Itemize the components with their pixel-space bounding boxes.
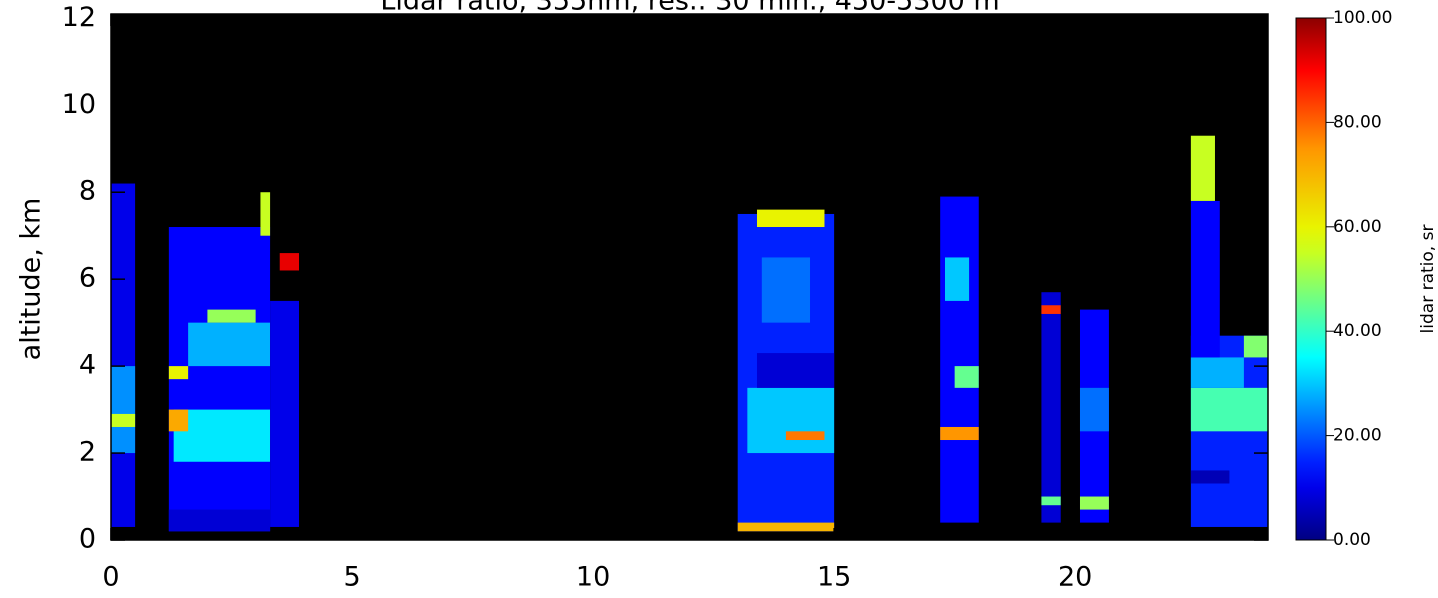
heatmap-cell [747,387,835,454]
plot-background [111,14,1268,540]
heatmap-cell [188,322,271,367]
heatmap-cell [279,253,300,271]
heatmap-cell [761,257,811,323]
y-tick-label: 12 [62,2,96,33]
colorbar-tick-label: 100.00 [1333,8,1392,28]
colorbar-label: lidar ratio, sr [1418,225,1438,334]
x-tick-label: 10 [576,562,610,593]
heatmap-cell [173,409,271,462]
y-tick-label: 4 [79,350,96,381]
heatmap-cell [945,257,970,301]
y-tick-label: 8 [79,176,96,207]
colorbar-tick-label: 40.00 [1333,321,1382,341]
heatmap-cell [168,227,271,532]
heatmap-cell [954,366,979,388]
heatmap-cell [1190,470,1230,484]
heatmap-cell [1190,357,1244,388]
heatmap-cell [940,426,979,441]
heatmap-cell [111,183,136,527]
heatmap-cell [756,353,835,388]
colorbar-tick-label: 20.00 [1333,426,1382,446]
plot-frame [110,13,1269,541]
y-tick-label: 0 [79,524,96,555]
x-tick-label: 20 [1058,562,1092,593]
heatmap-cell [1243,335,1268,358]
heatmap-cell [111,413,136,427]
heatmap-cell [168,509,271,532]
heatmap-cell [756,209,825,228]
colorbar-tick-label: 60.00 [1333,217,1382,237]
heatmap-cell [1190,387,1268,432]
x-tick-label: 0 [102,562,119,593]
colorbar [1295,17,1327,541]
heatmap-cell [1190,200,1220,358]
y-tick-label: 6 [79,263,96,294]
heatmap-cell [785,431,825,441]
heatmap-cell [1190,135,1215,201]
y-axis-label: altitude, km [16,198,47,361]
heatmap-cell [168,366,189,380]
heatmap-cell [168,409,189,432]
x-tick-label: 5 [343,562,360,593]
heatmap-cell [1079,496,1109,510]
heatmap-cell [737,522,835,532]
x-tick-label: 15 [817,562,851,593]
colorbar-tick-label: 80.00 [1333,112,1382,132]
heatmap-cell [270,300,300,527]
heatmap-cell [111,366,136,454]
y-tick-label: 2 [79,437,96,468]
colorbar-tick-label: 0.00 [1333,530,1371,550]
y-tick-label: 10 [62,89,96,120]
heatmap-cell [1079,387,1109,432]
heatmap-cell [1041,496,1061,506]
heatmap-cell [1041,305,1061,314]
heatmap-cell [940,196,979,523]
heatmap-cell [207,309,256,323]
heatmap-cell [1041,292,1061,523]
heatmap-cell [260,192,271,236]
chart-title: Lidar ratio, 355nm, res.: 30 min., 450-5… [380,0,999,17]
